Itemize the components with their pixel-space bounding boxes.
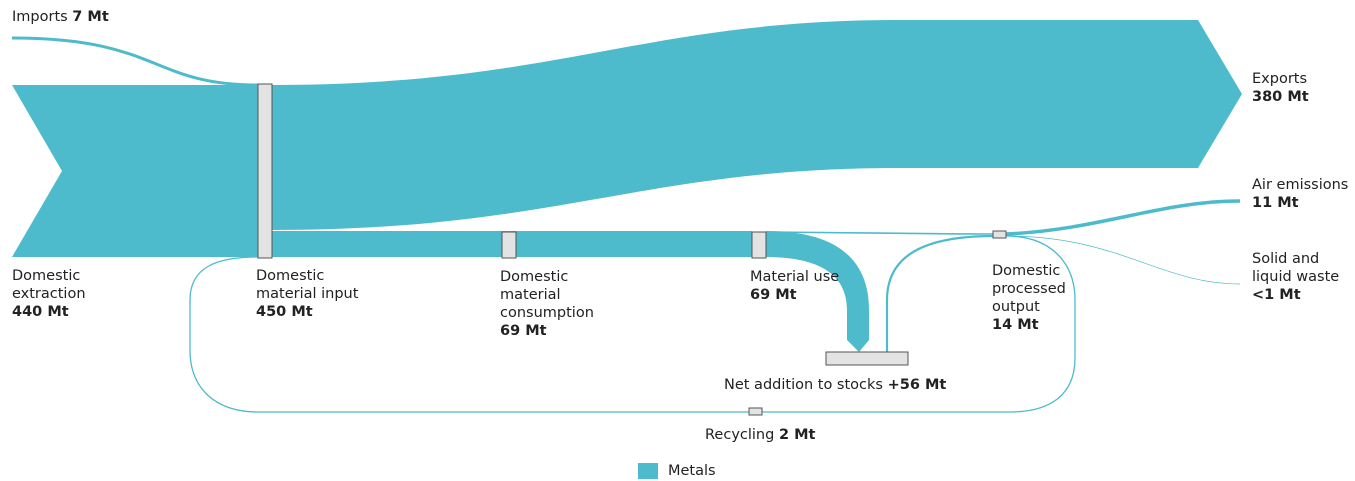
net-addition-to-stocks-name: Net addition to stocks <box>724 377 883 393</box>
domestic-material-consumption-name: Domestic material consumption <box>500 269 594 321</box>
net-addition-to-stocks-label: Net addition to stocks +56 Mt <box>724 376 946 394</box>
recycling-name: Recycling <box>705 427 775 443</box>
solid-liquid-waste-name: Solid and liquid waste <box>1252 251 1340 285</box>
air-emissions-value: 11 Mt <box>1252 195 1299 211</box>
exports-flow <box>272 20 1242 230</box>
domestic-extraction-flow <box>12 85 258 257</box>
air-emissions-name: Air emissions <box>1252 177 1349 193</box>
material-use-name: Material use <box>750 269 840 285</box>
material-use-value: 69 Mt <box>750 287 797 303</box>
domestic-extraction-value: 440 Mt <box>12 304 69 320</box>
material-use-label: Material use 69 Mt <box>750 268 839 304</box>
material-use-node <box>751 231 767 259</box>
exports-name: Exports <box>1252 71 1308 87</box>
legend-swatch-metals <box>638 463 658 479</box>
domestic-extraction-label: Domestic extraction 440 Mt <box>12 267 86 321</box>
domestic-material-input-label: Domestic material input 450 Mt <box>256 267 358 321</box>
domestic-processed-output-node <box>992 230 1007 239</box>
air-emissions-label: Air emissions 11 Mt <box>1252 176 1348 212</box>
exports-label: Exports 380 Mt <box>1252 70 1309 106</box>
air-emissions-flow <box>1005 199 1241 236</box>
domestic-material-input-value: 450 Mt <box>256 304 313 320</box>
net-addition-to-stocks-flow <box>766 231 869 352</box>
imports-name: Imports <box>12 9 68 25</box>
domestic-material-input-node <box>257 83 273 259</box>
legend: Metals <box>638 462 716 480</box>
domestic-material-consumption-node <box>501 231 517 259</box>
imports-label: Imports 7 Mt <box>12 8 109 26</box>
domestic-material-consumption-label: Domestic material consumption 69 Mt <box>500 268 594 340</box>
imports-value: 7 Mt <box>72 9 109 25</box>
stocks-to-output-flow <box>885 234 995 352</box>
net-addition-to-stocks-value: +56 Mt <box>887 377 947 393</box>
solid-liquid-waste-label: Solid and liquid waste <1 Mt <box>1252 250 1339 304</box>
recycling-label: Recycling 2 Mt <box>705 426 815 444</box>
domestic-processed-output-name: Domestic processed output <box>992 263 1066 315</box>
solid-liquid-waste-flow <box>1005 235 1241 285</box>
net-addition-to-stocks-node <box>825 351 909 366</box>
recycling-value: 2 Mt <box>778 427 816 443</box>
domestic-processed-output-label: Domestic processed output 14 Mt <box>992 262 1066 334</box>
material-use-to-output-flow <box>765 231 995 235</box>
domestic-extraction-name: Domestic extraction <box>12 268 86 302</box>
domestic-material-consumption-value: 69 Mt <box>500 323 547 339</box>
solid-liquid-waste-value: <1 Mt <box>1252 287 1301 303</box>
imports-flow <box>11 36 265 87</box>
legend-label-metals: Metals <box>668 463 716 479</box>
domestic-processed-output-value: 14 Mt <box>992 317 1039 333</box>
exports-value: 380 Mt <box>1252 89 1309 105</box>
recycling-node <box>748 407 763 416</box>
recycling-flow <box>189 235 1076 413</box>
domestic-material-input-name: Domestic material input <box>256 268 359 302</box>
